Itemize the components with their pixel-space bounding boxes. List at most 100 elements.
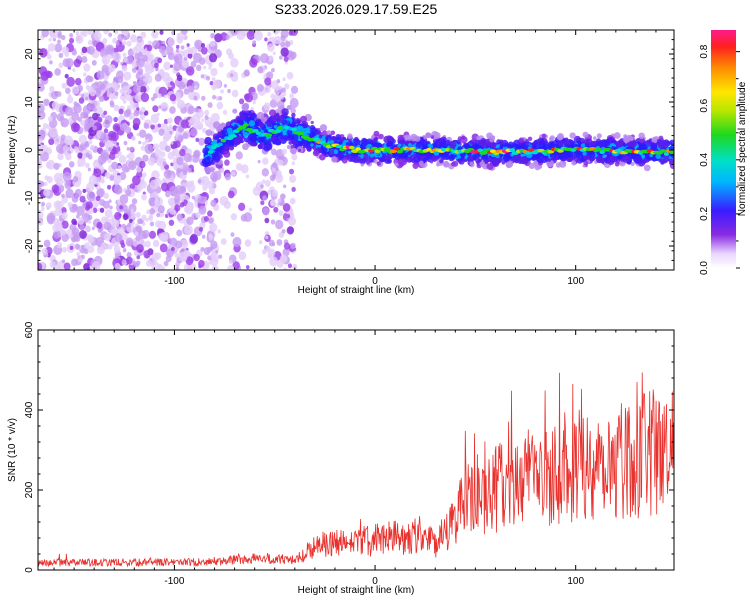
- spectrogram-noise-blob: [118, 108, 124, 115]
- spectrogram-noise-blob: [58, 62, 64, 69]
- spectrogram-noise-blob: [131, 198, 138, 205]
- spectrogram-band-blob: [446, 139, 450, 144]
- spectrogram-noise-blob: [238, 251, 247, 261]
- spectrogram-noise-blob: [282, 77, 286, 82]
- spectrogram-noise-blob: [133, 110, 140, 117]
- spectrogram-noise-blob: [93, 168, 102, 178]
- spectrogram-noise-blob: [81, 46, 88, 54]
- spectrogram-ridge-mark: [477, 148, 484, 153]
- colorbar-label: Normalized spectral amplitude: [737, 81, 748, 216]
- spectrogram-band-blob: [386, 141, 393, 148]
- spectrogram-band-blob: [595, 156, 603, 164]
- spectrogram-noise-blob: [79, 230, 87, 239]
- spectrogram-noise-blob: [61, 46, 69, 55]
- spectrogram-noise-blob: [57, 152, 64, 161]
- spectrogram-band-blob: [536, 156, 544, 164]
- spectrogram-noise-blob: [154, 252, 162, 260]
- spectrogram-noise-blob: [108, 64, 112, 69]
- spectrogram-noise-blob: [292, 263, 298, 270]
- spectrogram-band-blob: [623, 136, 630, 143]
- spectrogram-noise-blob: [65, 188, 74, 199]
- spectrogram-noise-blob: [100, 242, 108, 250]
- spectrogram-noise-blob: [192, 122, 196, 126]
- colorbar-tick-label: 0.8: [699, 44, 710, 58]
- spectrogram-noise-blob: [39, 180, 45, 187]
- spectrogram-noise-blob: [289, 97, 299, 109]
- spectrogram-noise-blob: [157, 264, 166, 270]
- colorbar-gradient: [711, 30, 736, 268]
- spectrogram-ridge-mark: [252, 128, 259, 133]
- spectrogram-noise-blob: [119, 88, 124, 94]
- spectrogram-noise-blob: [144, 143, 154, 155]
- spectrogram-band-blob: [638, 132, 645, 140]
- spectrogram-noise-blob: [271, 174, 277, 180]
- spectrogram-noise-blob: [191, 195, 195, 200]
- spectrogram-noise-blob: [289, 93, 295, 99]
- spectrogram-noise-blob: [55, 143, 65, 154]
- spectrogram-noise-blob: [279, 55, 283, 60]
- spectrogram-noise-blob: [210, 199, 217, 207]
- spectrogram-noise-blob: [208, 62, 213, 68]
- spectrogram-noise-blob: [77, 152, 83, 159]
- spectrogram-noise-blob: [206, 181, 214, 190]
- spectrogram-noise-blob: [83, 263, 90, 270]
- spectrogram-noise-blob: [114, 125, 119, 131]
- spectrogram-noise-blob: [38, 244, 43, 249]
- spectrogram-band-blob: [373, 130, 380, 137]
- spectrogram-noise-blob: [53, 162, 60, 170]
- spectrogram-noise-blob: [139, 179, 145, 185]
- spectrogram-ridge-mark: [370, 146, 378, 151]
- spectrogram-noise-blob: [43, 239, 51, 248]
- spectrogram-noise-blob: [257, 66, 264, 74]
- spectrogram-noise-blob: [248, 207, 253, 212]
- spectrogram-noise-blob: [136, 132, 140, 137]
- spectrogram-noise-blob: [230, 232, 235, 237]
- spectrogram-noise-blob: [67, 138, 74, 146]
- spectrogram-noise-blob: [175, 266, 180, 270]
- spectrogram-noise-blob: [187, 105, 195, 115]
- spectrogram-band-blob: [373, 159, 378, 164]
- spectrogram-noise-blob: [65, 58, 74, 68]
- spectrogram-noise-blob: [169, 64, 174, 69]
- spectrogram-ridge-mark: [599, 150, 605, 155]
- spectrogram-band-blob: [291, 112, 296, 118]
- spectrogram-band-blob: [399, 139, 406, 145]
- spectrogram-noise-blob: [49, 85, 55, 93]
- spectrogram-noise-blob: [285, 41, 291, 48]
- spectrogram-noise-blob: [276, 239, 283, 246]
- spectrogram-noise-blob: [141, 54, 148, 62]
- spectrogram-noise-blob: [139, 85, 147, 94]
- spectrogram-noise-blob: [54, 264, 61, 270]
- spectrogram-noise-blob: [41, 30, 50, 38]
- spectrogram-band-blob: [244, 116, 250, 123]
- spectrogram-noise-blob: [170, 141, 174, 145]
- spectrogram-noise-blob: [65, 180, 72, 187]
- spectrogram-noise-blob: [136, 183, 143, 191]
- spectrogram-noise-blob: [87, 30, 94, 36]
- spectrogram-noise-blob: [54, 43, 63, 53]
- spectrogram-ytick-label: -20: [24, 238, 35, 253]
- spectrogram-noise-blob: [142, 154, 149, 162]
- spectrogram-noise-blob: [159, 243, 168, 253]
- spectrogram-noise-blob: [158, 128, 165, 136]
- spectrogram-noise-blob: [87, 234, 94, 242]
- spectrogram-noise-blob: [47, 116, 53, 122]
- spectrogram-noise-blob: [157, 228, 162, 234]
- spectrogram-band-blob: [451, 161, 456, 167]
- spectrogram-noise-blob: [281, 228, 286, 234]
- spectrogram-band-blob: [281, 108, 289, 116]
- spectrogram-band-blob: [443, 160, 450, 167]
- spectrogram-band-blob: [335, 133, 342, 140]
- spectrogram-band-blob: [629, 136, 634, 142]
- spectrogram-noise-blob: [71, 111, 80, 122]
- spectrogram-ytick-label: 0: [24, 147, 35, 153]
- spectrogram-band-blob: [659, 157, 663, 162]
- spectrogram-band-blob: [273, 124, 278, 129]
- spectrogram-noise-blob: [180, 119, 189, 129]
- spectrogram-noise-blob: [197, 179, 202, 184]
- spectrogram-noise-blob: [41, 248, 48, 256]
- spectrogram-noise-blob: [194, 107, 199, 113]
- spectrogram-noise-blob: [148, 215, 154, 222]
- spectrogram-noise-blob: [64, 73, 69, 79]
